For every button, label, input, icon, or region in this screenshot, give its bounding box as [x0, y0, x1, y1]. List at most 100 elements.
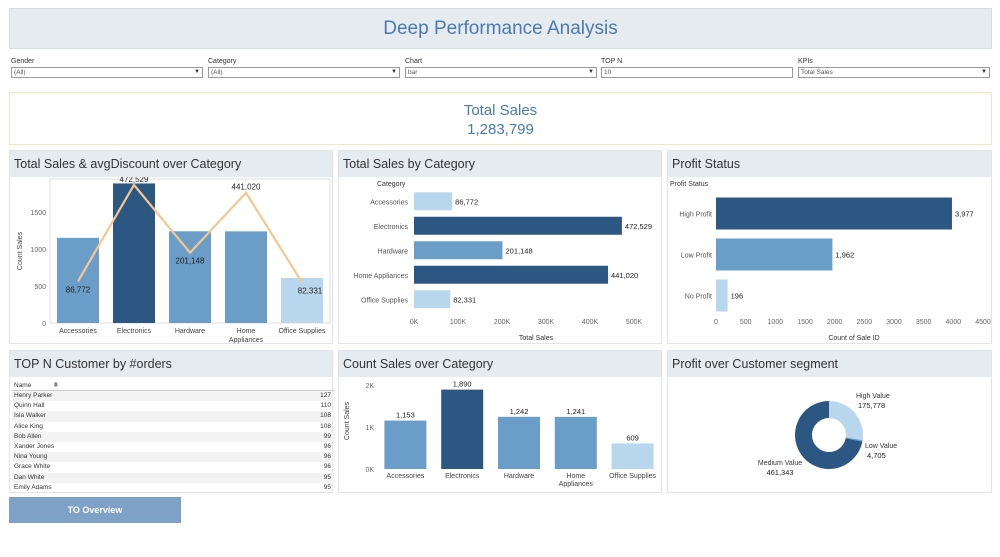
profit-status-panel: Profit Status Profit Status High Profit 3,… — [667, 150, 992, 344]
y-tick-label: Accessories — [370, 199, 408, 206]
filter-gender[interactable]: Gender (All) ▼ — [11, 58, 203, 78]
x-tick-label: 4000 — [946, 319, 962, 326]
count-sales-panel: Count Sales over Category 0K 1K 2K Count Sa… — [338, 350, 662, 493]
bar[interactable] — [281, 278, 323, 323]
data-label: 1,241 — [566, 407, 585, 416]
pie-slice[interactable] — [795, 401, 863, 469]
chevron-down-icon[interactable]: ▼ — [391, 69, 397, 75]
table-row[interactable]: Xander Jones 96 — [12, 442, 335, 452]
slice-value: 461,343 — [766, 468, 793, 477]
bar[interactable] — [414, 216, 622, 235]
data-label: 82,331 — [453, 295, 476, 304]
bar[interactable] — [716, 279, 728, 312]
table-row[interactable]: Nina Young 96 — [12, 452, 335, 463]
filter-kpis[interactable]: KPIs Total Sales ▼ — [798, 58, 990, 78]
bar[interactable] — [225, 231, 267, 323]
customer-name: Quinn Hall — [14, 402, 45, 410]
table-row[interactable]: Dan White 95 — [12, 472, 335, 483]
y-tick-label: No Profit — [685, 294, 712, 301]
chevron-down-icon[interactable]: ▼ — [588, 69, 594, 75]
customer-orders: 95 — [323, 473, 331, 481]
table-row[interactable]: Bob Allen 99 — [12, 431, 335, 442]
filter-label: Category — [208, 58, 237, 65]
filter-label: KPIs — [798, 58, 813, 65]
y-tick-label: Home Appliances — [354, 273, 409, 280]
bar[interactable] — [716, 238, 833, 271]
x-tick-label: 2500 — [857, 319, 873, 326]
data-label: 86,772 — [455, 197, 478, 206]
bar[interactable] — [414, 290, 451, 309]
data-label: 472,529 — [625, 222, 652, 231]
customer-name: Emily Adams — [14, 483, 52, 491]
filter-chart[interactable]: Chart bar ▼ — [405, 58, 597, 78]
panel-title: Count Sales over Category — [339, 351, 661, 377]
bar[interactable] — [611, 443, 654, 469]
chevron-down-icon[interactable]: ▼ — [981, 69, 987, 75]
bar[interactable] — [554, 416, 597, 469]
panel-title: Profit over Customer segment — [668, 351, 991, 377]
x-axis-label: Count of Sale ID — [828, 335, 879, 342]
bar[interactable] — [441, 389, 484, 469]
combo-chart-panel: Total Sales & avgDiscount over Category … — [9, 150, 333, 344]
bar[interactable] — [414, 192, 453, 211]
filter-category-select[interactable]: (All) ▼ — [208, 67, 400, 78]
filter-label: Gender — [11, 58, 35, 65]
category-axis-title: Category — [377, 181, 406, 188]
bar[interactable] — [498, 416, 540, 469]
bar[interactable] — [113, 183, 155, 323]
table-row[interactable]: Alice King 108 — [12, 422, 335, 432]
table-row[interactable]: Emily Adams 95 — [12, 483, 335, 493]
data-label: 1,153 — [396, 411, 415, 420]
panel-title: Profit Status — [668, 151, 991, 177]
x-tick-label: 2000 — [827, 319, 843, 326]
filter-value: (All) — [14, 69, 26, 76]
customer-name: Bob Allen — [14, 432, 42, 440]
customer-name: Isla Walker — [14, 412, 46, 420]
table-row[interactable]: Henry Parker 127 — [12, 391, 335, 402]
dashboard-title: Deep Performance Analysis — [383, 17, 618, 39]
kpi-value: 1,283,799 — [467, 121, 534, 138]
filter-category[interactable]: Category (All) ▼ — [208, 58, 400, 78]
customer-name: Alice King — [14, 422, 43, 430]
x-tick-label: Electronics — [117, 328, 152, 335]
data-label: 609 — [626, 433, 639, 442]
x-tick-label: 0 — [714, 319, 718, 326]
x-tick-label: Home — [237, 328, 256, 335]
filter-top-n-input[interactable]: 10 — [601, 67, 793, 78]
customer-orders: 95 — [323, 483, 331, 491]
x-axis-label: Total Sales — [519, 335, 554, 342]
top-customers-panel: TOP N Customer by #orders Name ⩩ Henry P… — [9, 350, 335, 493]
bar[interactable] — [169, 231, 211, 323]
x-tick-label: Office Supplies — [279, 328, 326, 335]
data-label: 196 — [731, 292, 744, 301]
pie-slice[interactable] — [845, 437, 863, 442]
data-label: 201,148 — [176, 257, 205, 266]
filter-chart-select[interactable]: bar ▼ — [405, 67, 597, 78]
table-row[interactable]: Grace White 96 — [12, 462, 335, 472]
pie-slice[interactable] — [829, 401, 863, 441]
table-row[interactable]: Quinn Hall 110 — [12, 401, 335, 411]
customer-orders: 110 — [320, 402, 331, 410]
filter-top-n[interactable]: TOP N 10 — [601, 58, 793, 78]
customer-orders: 127 — [320, 392, 331, 399]
filter-kpis-select[interactable]: Total Sales ▼ — [798, 67, 990, 78]
x-tick-label: 100K — [450, 319, 467, 326]
table-row[interactable]: Isla Walker 108 — [12, 411, 335, 422]
sort-icon[interactable]: ⩩ — [54, 382, 58, 389]
x-tick-label: Electronics — [445, 473, 480, 480]
kpi-card: Total Sales 1,283,799 — [9, 92, 992, 145]
to-overview-button[interactable]: TO Overview — [9, 497, 181, 523]
y-tick-label: Low Profit — [681, 253, 712, 260]
customer-name: Xander Jones — [14, 442, 55, 450]
bar[interactable] — [414, 241, 503, 260]
y-tick-label: Hardware — [378, 248, 408, 255]
bar[interactable] — [716, 197, 952, 230]
x-tick-label: 400K — [582, 319, 599, 326]
x-tick-label: 3000 — [886, 319, 902, 326]
bar[interactable] — [384, 420, 427, 469]
segment-panel: Profit over Customer segment High Value 1… — [667, 350, 992, 493]
filter-gender-select[interactable]: (All) ▼ — [11, 67, 203, 78]
y-axis-label: Count Sales — [344, 401, 351, 440]
chevron-down-icon[interactable]: ▼ — [194, 69, 200, 75]
bar[interactable] — [414, 265, 609, 284]
